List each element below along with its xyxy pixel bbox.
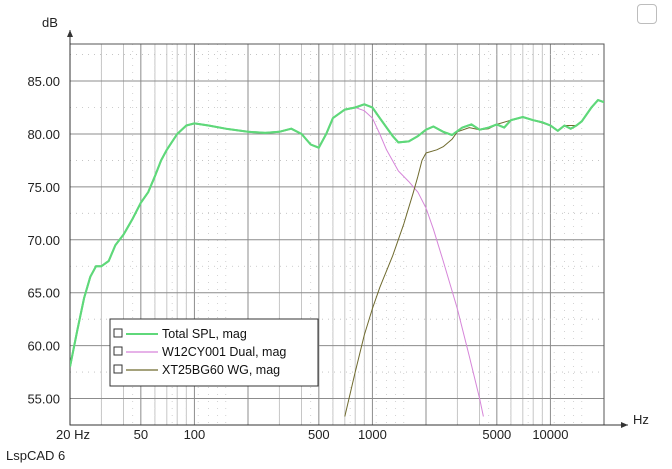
x-axis-unit-label: Hz — [633, 412, 649, 427]
legend[interactable]: Total SPL, mag W12CY001 Dual, mag XT25BG60… — [109, 318, 319, 387]
x-tick-label: 10000 — [532, 427, 568, 442]
x-axis-arrow-icon — [621, 422, 628, 428]
legend-checkbox[interactable] — [113, 364, 123, 374]
series-line-total-overlay — [70, 98, 604, 367]
y-tick-label: 80.00 — [27, 127, 60, 142]
app-label: LspCAD 6 — [6, 448, 66, 463]
legend-checkbox[interactable] — [113, 346, 123, 356]
x-tick-label: 5000 — [482, 427, 511, 442]
tick-labels: dB Hz 55.00 60.00 65.00 70.00 75.00 80.00 85.00 2… — [27, 15, 648, 442]
chart-axes — [67, 30, 628, 428]
y-tick-label: 55.00 — [27, 392, 60, 407]
y-tick-label: 75.00 — [27, 180, 60, 195]
series-lines — [70, 98, 604, 417]
series-line-3 — [344, 99, 604, 417]
y-tick-label: 60.00 — [27, 339, 60, 354]
y-tick-label: 65.00 — [27, 286, 60, 301]
y-axis-unit-label: dB — [42, 15, 58, 30]
x-tick-label: 100 — [184, 427, 206, 442]
x-tick-label: 50 — [134, 427, 148, 442]
y-tick-label: 70.00 — [27, 233, 60, 248]
legend-label: XT25BG60 WG, mag — [162, 363, 280, 377]
legend-label: Total SPL, mag — [162, 327, 247, 341]
x-tick-label: 500 — [308, 427, 330, 442]
corner-checkbox[interactable] — [637, 4, 657, 24]
y-axis-arrow-icon — [67, 30, 73, 37]
y-tick-label: 85.00 — [27, 74, 60, 89]
x-tick-label: 20 Hz — [56, 427, 90, 442]
x-tick-label: 1000 — [358, 427, 387, 442]
legend-checkbox[interactable] — [113, 328, 123, 338]
legend-label: W12CY001 Dual, mag — [162, 345, 286, 359]
